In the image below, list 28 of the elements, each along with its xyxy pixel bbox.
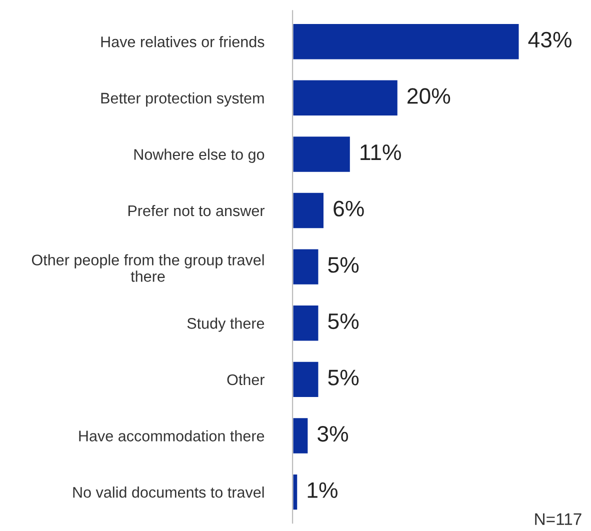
y-tick-label: Other xyxy=(227,374,265,386)
bar xyxy=(292,192,325,230)
y-tick-label: Nowhere else to go xyxy=(134,148,264,163)
y-tick-label: Have relatives or friends xyxy=(101,36,264,48)
bar xyxy=(292,304,320,342)
y-tick-label: Other people from the group travel there xyxy=(32,254,264,282)
data-label: 43% xyxy=(528,32,572,48)
data-label: 11% xyxy=(360,144,401,160)
bar xyxy=(292,416,310,455)
data-label: 20% xyxy=(408,88,450,104)
bar xyxy=(292,248,320,286)
data-label: 3% xyxy=(318,426,348,442)
text: N=117 xyxy=(535,513,582,525)
y-tick-label: Have accommodation there xyxy=(79,430,264,442)
y-tick-label: Prefer not to answer xyxy=(128,205,265,216)
bar xyxy=(292,22,520,61)
bar xyxy=(292,360,320,398)
data-label: 6% xyxy=(334,200,364,216)
bar xyxy=(292,135,352,174)
y-tick-label: Better protection system xyxy=(101,92,264,107)
data-label: 5% xyxy=(328,257,359,273)
data-label: 5% xyxy=(328,370,359,386)
y-tick-label: Study there xyxy=(187,318,264,332)
y-tick-label: No valid documents to travel xyxy=(73,486,264,498)
bar xyxy=(292,78,399,117)
data-label: 5% xyxy=(328,313,359,330)
bar xyxy=(292,473,299,512)
data-label: 1% xyxy=(308,482,338,498)
